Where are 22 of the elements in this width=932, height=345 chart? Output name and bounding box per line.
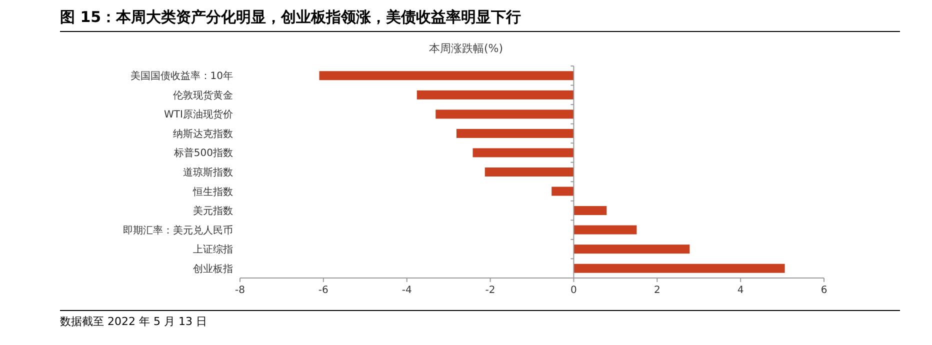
category: 恒生指数 (193, 186, 233, 198)
text: 数据截至 2022 年 5 月 13 日 (60, 310, 900, 329)
category: WTI原油现货价 (164, 110, 233, 121)
xtick: 4 (737, 285, 744, 296)
category: 纳斯达克指数 (173, 128, 233, 140)
xtick: -8 (235, 285, 245, 296)
xtick: -2 (485, 285, 496, 296)
category: 上证综指 (193, 244, 233, 256)
xtick: 2 (654, 285, 660, 296)
subtitle: 本周涨跌幅(%) (428, 42, 504, 55)
category: 美国国债收益率：10年 (130, 71, 233, 82)
xtick: 0 (570, 285, 577, 296)
category: 伦敦现货黄金 (173, 90, 233, 102)
category: 即期汇率：美元兑人民币 (123, 225, 233, 236)
xtick: -6 (318, 285, 328, 296)
xtick: 6 (820, 285, 828, 296)
xtick: -4 (402, 285, 412, 296)
category: 标普500指数 (174, 148, 233, 160)
category: 美元指数 (193, 206, 233, 218)
chart-title: 图 15：本周大类资产分化明显，创业板指领涨，美债收益率明显下行 (60, 8, 900, 32)
category: 创业板指 (193, 264, 233, 275)
category: 道琼斯指数 (183, 168, 233, 178)
